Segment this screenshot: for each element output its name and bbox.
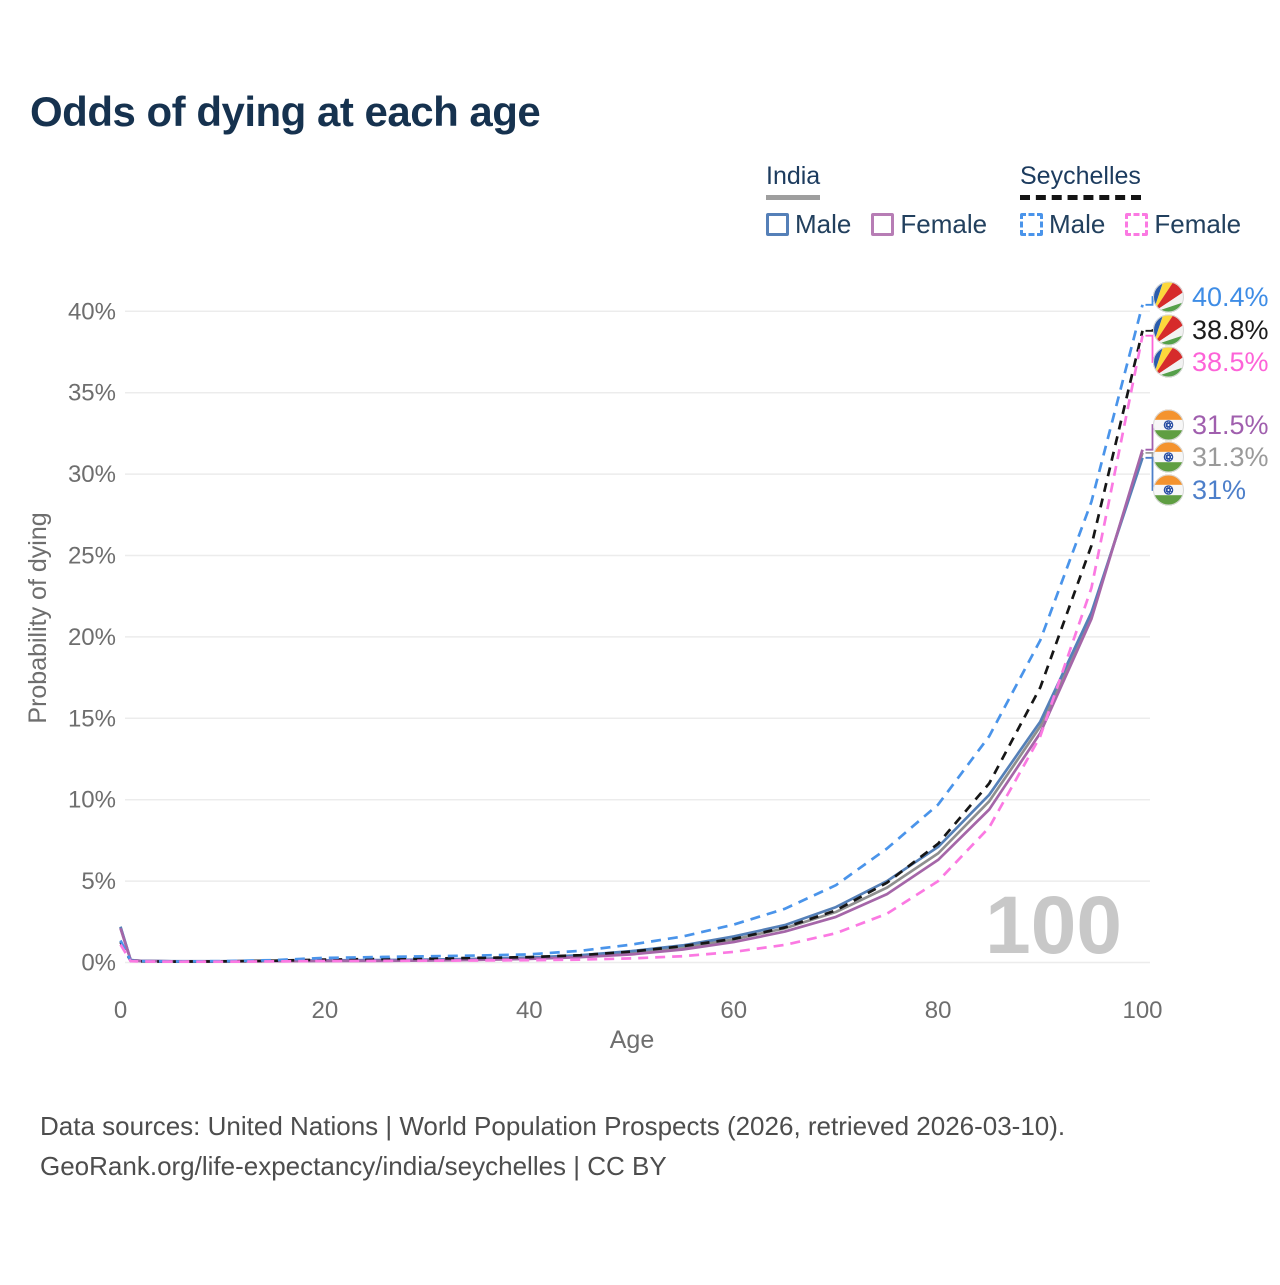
legend-item-label: Female: [900, 209, 988, 239]
age-watermark: 100: [985, 880, 1122, 971]
end-label-seychelles-male: 40.4%: [1192, 282, 1269, 312]
end-label-seychelles-both: 38.8%: [1192, 315, 1269, 345]
y-tick-label: 15%: [68, 705, 116, 732]
line-seychelles-male: [119, 304, 1144, 963]
y-tick-label: 35%: [68, 380, 116, 407]
end-label-india-male: 31%: [1192, 475, 1246, 505]
legend-group-india: India Male Female: [766, 162, 987, 240]
x-tick-label: 0: [114, 997, 127, 1024]
legend-item-seychelles-female[interactable]: Female: [1125, 209, 1241, 240]
legend-item-seychelles-male[interactable]: Male: [1020, 209, 1105, 240]
footer: Data sources: United Nations | World Pop…: [40, 1106, 1065, 1186]
seychelles-female-swatch-icon: [1125, 213, 1149, 236]
legend-item-label: Male: [795, 209, 852, 239]
y-tick-label: 25%: [68, 543, 116, 570]
footer-attribution-url: GeoRank.org/life-expectancy/india/seyche…: [40, 1151, 667, 1181]
line-seychelles-both: [119, 330, 1144, 963]
end-label-seychelles-female: 38.5%: [1192, 347, 1269, 377]
flag-india-icon: [1153, 441, 1184, 473]
end-label-india-both: 31.3%: [1192, 442, 1269, 472]
flag-seychelles-icon: [1153, 314, 1184, 346]
flag-seychelles-icon: [1153, 346, 1184, 378]
y-axis-tick-labels: 0% 5% 10% 15% 20% 25% 30% 35% 40%: [68, 298, 116, 976]
india-male-swatch-icon: [766, 213, 789, 236]
gridlines: [125, 310, 1150, 964]
flag-seychelles-icon: [1153, 281, 1184, 313]
y-tick-label: 30%: [68, 461, 116, 488]
x-axis-tick-labels: 0 20 40 60 80 100: [114, 997, 1163, 1024]
x-tick-label: 60: [720, 997, 747, 1024]
legend-item-label: Male: [1049, 209, 1106, 239]
flag-india-icon: [1153, 409, 1184, 441]
y-tick-label: 40%: [68, 298, 116, 325]
x-tick-label: 40: [516, 997, 543, 1024]
x-axis-title: Age: [610, 1026, 654, 1054]
end-label-india-female: 31.5%: [1192, 410, 1269, 440]
india-female-swatch-icon: [871, 213, 895, 236]
y-tick-label: 0%: [81, 950, 116, 977]
y-axis-title: Probability of dying: [24, 512, 52, 723]
line-seychelles-female: [119, 335, 1144, 964]
legend-group-seychelles: Seychelles Male Female: [1020, 162, 1241, 240]
legend: India Male Female Seychelles Male: [0, 0, 1280, 250]
seychelles-male-swatch-icon: [1020, 213, 1043, 236]
x-tick-label: 100: [1122, 997, 1162, 1024]
flag-india-icon: [1153, 474, 1184, 506]
x-tick-label: 20: [312, 997, 339, 1024]
legend-country-seychelles[interactable]: Seychelles: [1020, 162, 1141, 200]
chart-title: Odds of dying at each age: [30, 88, 541, 135]
y-tick-label: 20%: [68, 624, 116, 651]
x-tick-label: 80: [925, 997, 952, 1024]
legend-item-india-male[interactable]: Male: [766, 209, 851, 240]
footer-data-sources: Data sources: United Nations | World Pop…: [40, 1111, 1066, 1141]
legend-item-label: Female: [1154, 209, 1242, 239]
legend-item-india-female[interactable]: Female: [871, 209, 987, 240]
y-tick-label: 10%: [68, 787, 116, 814]
legend-country-india[interactable]: India: [766, 162, 821, 200]
y-tick-label: 5%: [81, 868, 116, 895]
